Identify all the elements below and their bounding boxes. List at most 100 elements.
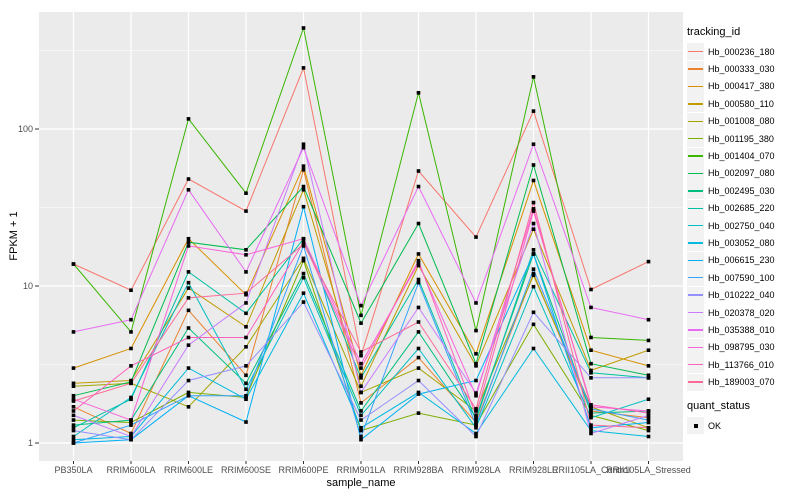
legend-swatch-line-icon [688, 329, 703, 331]
data-point [474, 418, 478, 422]
x-tick-label: RRIM928LA [451, 465, 501, 475]
legend-entry-label: Hb_001195_380 [708, 133, 774, 144]
legend-key [687, 217, 704, 235]
data-point [186, 335, 191, 340]
data-point [531, 207, 536, 211]
legend-key [687, 164, 704, 182]
legend-swatch-line-icon [688, 137, 703, 140]
data-point [416, 277, 421, 282]
data-point [71, 437, 76, 442]
data-point [589, 428, 593, 433]
data-point [589, 425, 593, 430]
y-tick-label: 1 [27, 438, 33, 448]
data-point [71, 441, 76, 445]
data-point [359, 390, 363, 395]
data-point [531, 200, 536, 205]
legend-swatch-line-icon [688, 207, 703, 209]
x-tick-label: RRIM600LA [106, 465, 156, 475]
data-point [589, 370, 593, 375]
data-point [646, 397, 651, 402]
legend-key [687, 373, 704, 391]
legend-swatch-line-icon [688, 120, 703, 122]
data-point [531, 252, 536, 256]
data-point [301, 258, 306, 263]
x-tick-label: RRIM901LA [336, 465, 386, 475]
data-point [474, 351, 478, 356]
x-tick-label: RRIM600SE [220, 465, 272, 475]
legend-swatch-line-icon [688, 224, 703, 227]
data-point [646, 376, 651, 380]
data-point [416, 411, 421, 415]
data-point [474, 328, 478, 333]
data-point [359, 303, 363, 308]
data-point [474, 301, 478, 305]
data-point [589, 415, 593, 420]
data-point [244, 387, 248, 392]
data-point [531, 75, 536, 79]
data-point [244, 420, 248, 424]
data-point [186, 296, 191, 300]
legend-title-tracking-id: tracking_id [687, 26, 741, 38]
data-point [359, 437, 363, 442]
legend-entry: Hb_001195_380 [687, 130, 799, 148]
data-point [416, 305, 421, 310]
data-point [646, 415, 651, 420]
legend-key [687, 147, 704, 165]
legend-entry: Hb_010222_040 [687, 286, 799, 304]
data-point [359, 361, 363, 366]
data-point [301, 145, 306, 150]
data-point [301, 187, 306, 192]
data-point [71, 423, 76, 427]
data-point [474, 393, 478, 398]
legend-entry: Hb_002750_040 [687, 217, 799, 235]
legend-key [687, 286, 704, 304]
legend-swatch-line-icon [688, 381, 703, 383]
data-point [359, 428, 363, 433]
data-point [474, 415, 478, 420]
data-point [244, 373, 248, 378]
legend-entry-label: Hb_007590_100 [708, 272, 775, 283]
data-point [589, 287, 593, 292]
data-point [71, 409, 76, 413]
data-point [186, 378, 191, 383]
data-point [186, 117, 191, 121]
legend-entry: Hb_000580_110 [687, 95, 799, 113]
data-point [71, 399, 76, 403]
point-marker-square-icon [693, 423, 698, 428]
legend-entry-label: Hb_002685_220 [708, 203, 775, 214]
data-point [531, 163, 536, 167]
x-tick-label: RRII105LA_Stressed [606, 465, 691, 475]
legend-entry: Hb_189003_070 [687, 373, 799, 391]
data-point [71, 425, 76, 430]
data-point [589, 305, 593, 310]
data-point [71, 262, 76, 266]
data-point [186, 390, 191, 395]
data-point [129, 330, 133, 334]
legend-entry: Hb_003052_080 [687, 234, 799, 252]
data-point [244, 393, 248, 398]
data-point [531, 322, 536, 327]
data-point [416, 346, 421, 351]
legend-key [687, 130, 704, 148]
data-point [589, 335, 593, 340]
data-point [531, 248, 536, 252]
data-point [129, 423, 133, 427]
data-point [186, 270, 191, 274]
legend-entry: Hb_035388_010 [687, 321, 799, 339]
data-point [129, 317, 133, 322]
data-point [301, 204, 306, 209]
data-point [301, 300, 306, 304]
legend-key [687, 60, 704, 78]
legend-key [687, 251, 704, 269]
data-point [416, 252, 421, 256]
data-point [186, 280, 191, 285]
data-point [359, 401, 363, 405]
data-point [646, 418, 651, 422]
data-point [71, 381, 76, 386]
data-point [589, 411, 593, 415]
data-point [129, 381, 133, 386]
data-point [359, 425, 363, 430]
data-point [531, 310, 536, 315]
